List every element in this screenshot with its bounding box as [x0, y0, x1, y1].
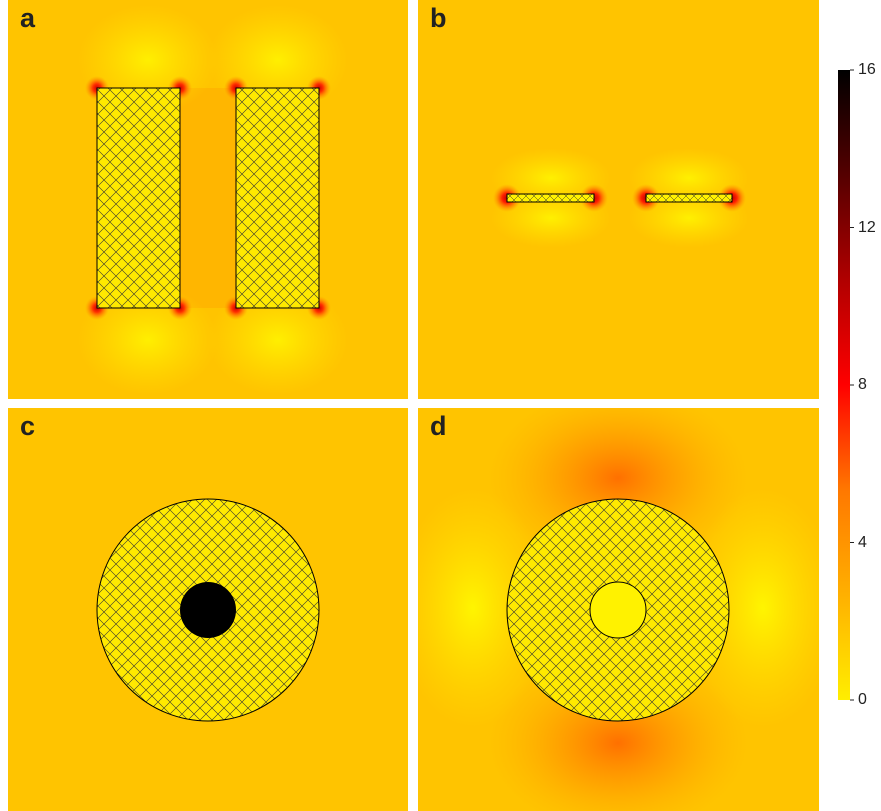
field-map-a — [8, 0, 408, 399]
colorbar-tick-label: 0 — [858, 691, 867, 708]
inner-hole — [589, 581, 647, 639]
panel-label: b — [430, 3, 447, 33]
panel-label: d — [430, 411, 447, 441]
hatched-strip-left — [506, 193, 595, 203]
low-field-region — [418, 488, 548, 728]
colorbar: 16 12 8 4 0 — [820, 60, 881, 720]
colorbar-tick-label: 16 — [858, 61, 876, 78]
core-circle — [180, 582, 236, 638]
panel-label: c — [20, 411, 36, 441]
field-map-d — [418, 408, 819, 811]
field-background — [418, 0, 819, 399]
field-map-c — [8, 408, 408, 811]
colorbar-tick-label: 12 — [858, 218, 876, 236]
panel-a: a — [8, 0, 408, 399]
low-field-region — [688, 488, 819, 728]
gap-field — [178, 88, 238, 308]
panel-d: d — [418, 408, 819, 811]
colorbar-graphic — [838, 69, 854, 701]
colorbar-tick-label: 4 — [858, 533, 867, 551]
panel-c: c — [8, 408, 408, 811]
hatched-rectangle-right — [235, 87, 320, 309]
hatched-rectangle-left — [96, 87, 181, 309]
field-map-b — [418, 0, 819, 399]
panel-b: b — [418, 0, 819, 399]
panel-label: a — [20, 3, 36, 33]
colorbar-gradient — [838, 70, 850, 700]
hatched-strip-right — [645, 193, 733, 203]
colorbar-tick-label: 8 — [858, 376, 867, 393]
